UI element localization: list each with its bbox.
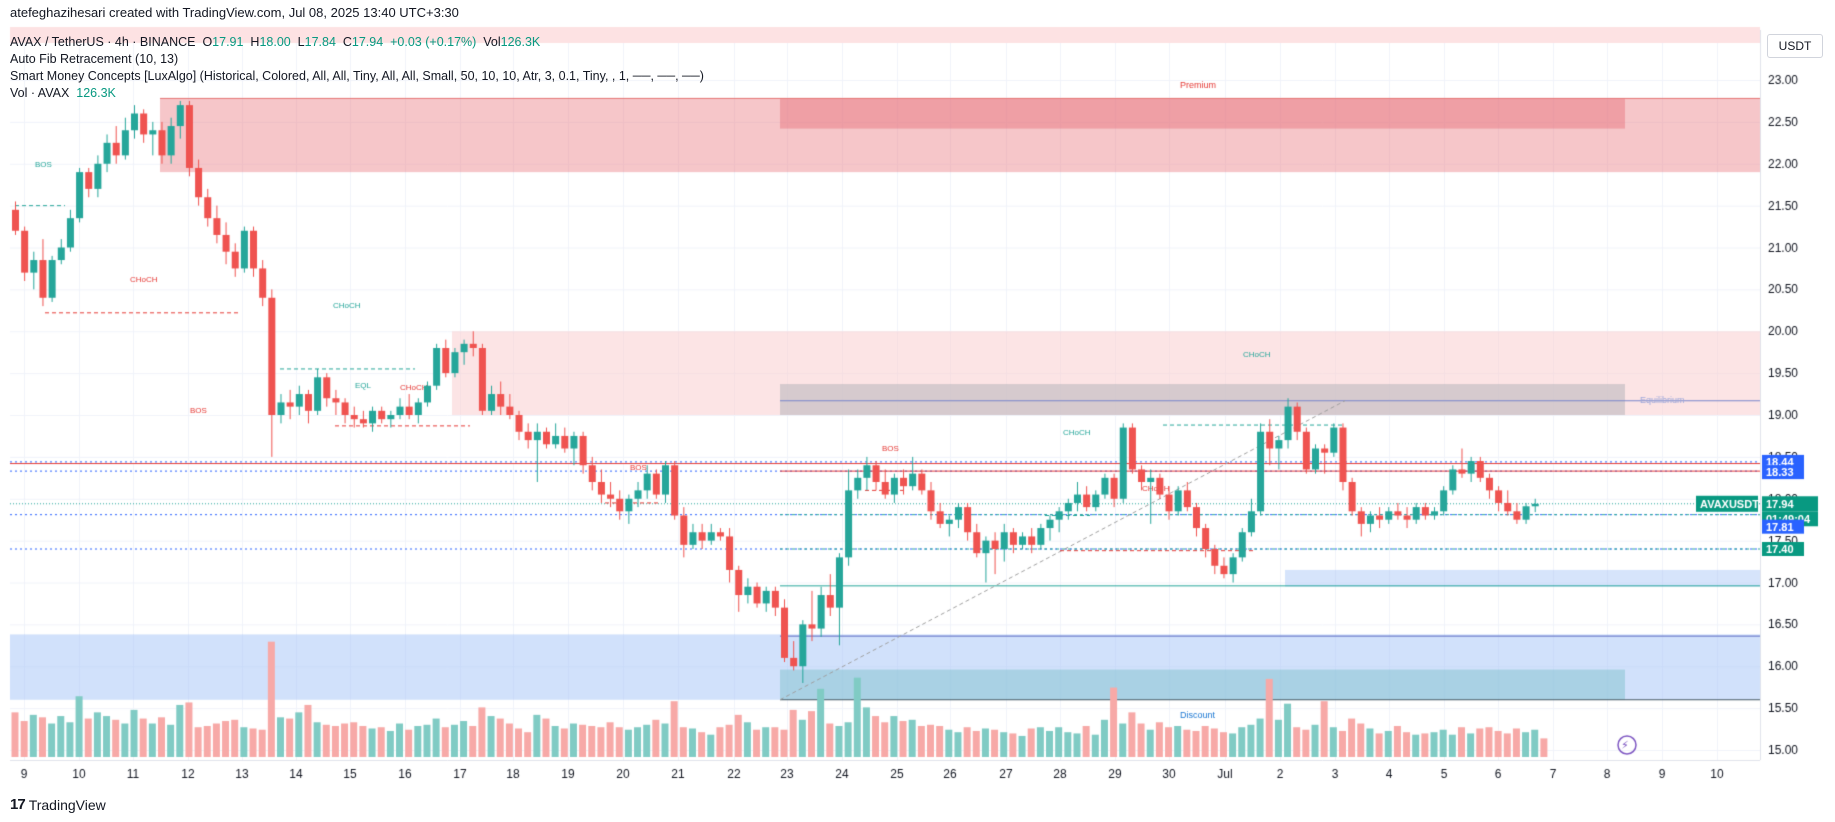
tradingview-logo-text: TradingView — [28, 796, 106, 813]
indicator-volume-legend[interactable]: Vol · AVAX 126.3K — [10, 86, 116, 100]
volume-label: Vol — [483, 35, 501, 49]
change-value: +0.03 (+0.17%) — [390, 35, 477, 49]
tradingview-logo-icon: 17 — [10, 796, 26, 813]
high-value: 18.00 — [259, 35, 291, 49]
volume-indicator-name: Vol · AVAX — [10, 86, 70, 100]
low-label: L — [297, 35, 305, 49]
open-label: O — [202, 35, 213, 49]
close-value: 17.94 — [351, 35, 384, 49]
close-label: C — [342, 35, 352, 49]
low-value: 17.84 — [304, 35, 336, 49]
open-value: 17.91 — [212, 35, 244, 49]
indicator-smc-legend[interactable]: Smart Money Concepts [LuxAlgo] (Historic… — [10, 69, 704, 83]
symbol-legend[interactable]: AVAX / TetherUS · 4h · BINANCE O17.91 H1… — [10, 35, 540, 49]
volume-indicator-value: 126.3K — [76, 86, 116, 100]
currency-button[interactable]: USDT — [1767, 34, 1823, 58]
high-label: H — [250, 35, 260, 49]
volume-value: 126.3K — [500, 35, 541, 49]
chart-creator-caption: atefeghazihesari created with TradingVie… — [10, 5, 459, 20]
symbol-line[interactable]: AVAX / TetherUS · 4h · BINANCE — [10, 35, 196, 49]
tradingview-logo[interactable]: 17 TradingView — [10, 796, 106, 813]
indicator-fib-legend[interactable]: Auto Fib Retracement (10, 13) — [10, 52, 179, 66]
